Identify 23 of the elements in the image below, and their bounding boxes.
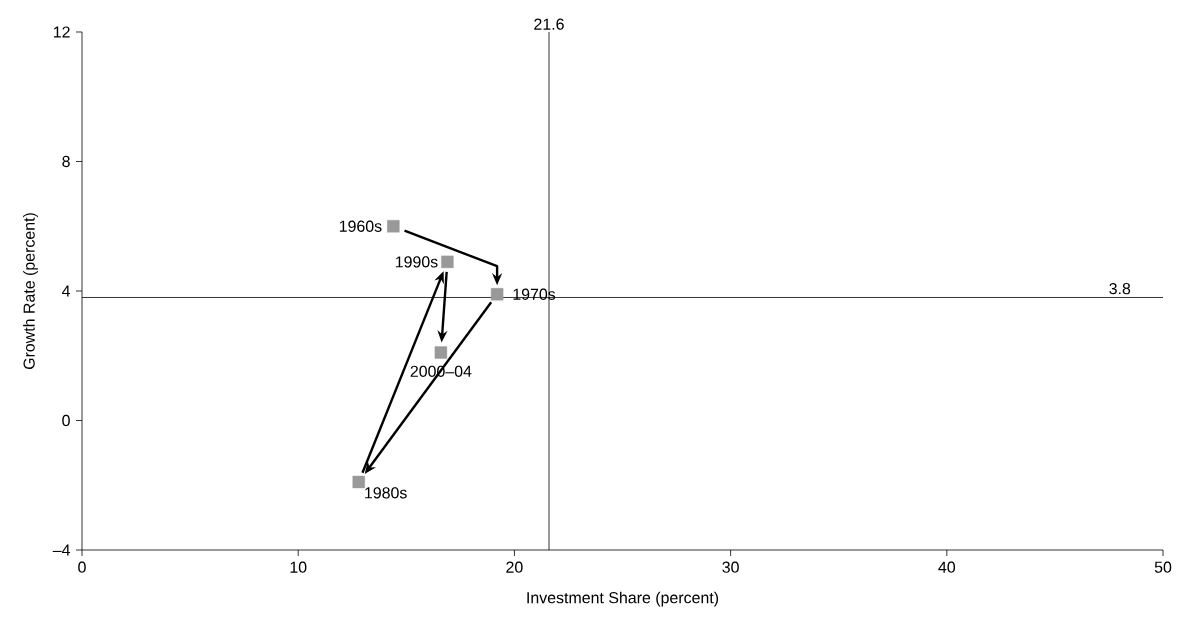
y-axis-title: Growth Rate (percent) bbox=[23, 213, 38, 370]
x-tick-label: 40 bbox=[938, 561, 956, 573]
point bbox=[352, 475, 365, 489]
y-tick-label: 0 bbox=[62, 414, 70, 427]
ref-line-label: 3.8 bbox=[1109, 282, 1131, 295]
point bbox=[387, 220, 400, 233]
x-tick-label: 10 bbox=[290, 561, 307, 573]
point bbox=[434, 346, 448, 359]
y-tick-label: 8 bbox=[62, 155, 70, 168]
annotation: 1960s bbox=[339, 220, 382, 232]
x-tick-label: 50 bbox=[1154, 561, 1172, 573]
ref-line-label: 21.6 bbox=[534, 18, 564, 30]
y-tick-label: 4 bbox=[61, 285, 71, 297]
point bbox=[441, 255, 454, 269]
x-tick-label: 30 bbox=[722, 561, 739, 573]
annotation: 1980s bbox=[365, 487, 407, 499]
annotation: 1990s bbox=[395, 256, 438, 268]
x-tick-label: 0 bbox=[78, 561, 86, 573]
x-axis-title: Investment Share (percent) bbox=[527, 591, 719, 607]
x-tick-label: 20 bbox=[506, 561, 523, 573]
y-tick-label: –4 bbox=[52, 544, 71, 556]
y-tick-label: 12 bbox=[53, 26, 70, 38]
point bbox=[490, 288, 504, 301]
